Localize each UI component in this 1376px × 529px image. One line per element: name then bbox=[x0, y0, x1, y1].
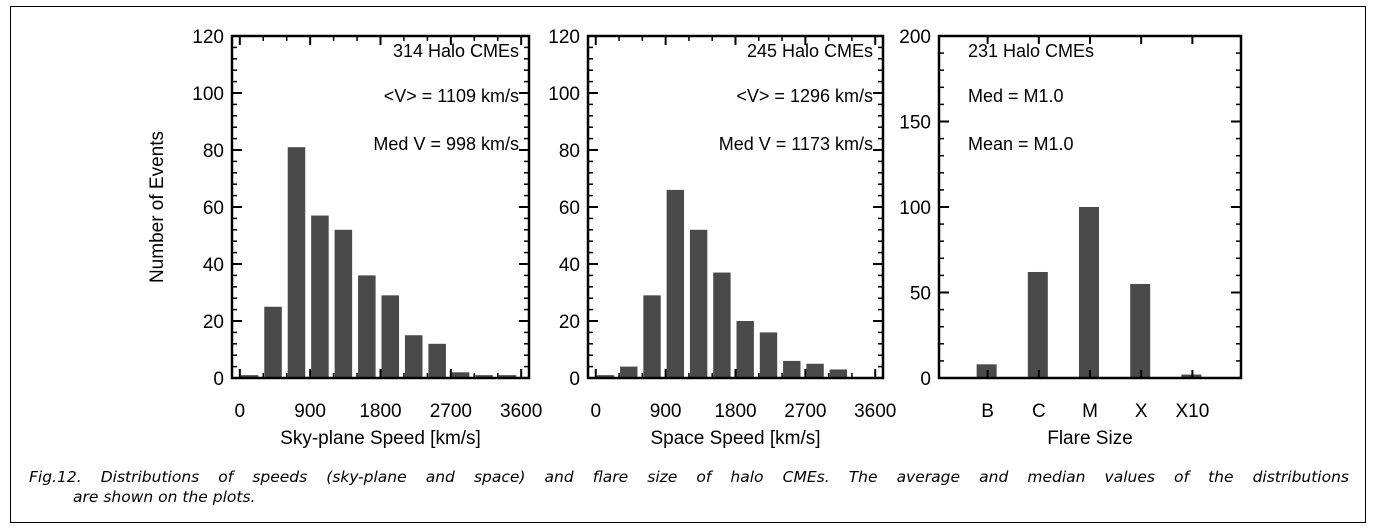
bar bbox=[287, 147, 306, 378]
figure-caption: Fig.12. Distributions of speeds (sky-pla… bbox=[29, 467, 1349, 507]
x-tick-label: 1800 bbox=[714, 401, 756, 422]
annotation: Med = M1.0 bbox=[968, 86, 1064, 106]
x-tick-label: B bbox=[981, 401, 994, 422]
bar bbox=[428, 343, 446, 378]
annotation: 245 Halo CMEs bbox=[747, 41, 873, 61]
x-tick-label: 3600 bbox=[854, 401, 896, 422]
x-tick-label: M bbox=[1082, 401, 1098, 422]
bar bbox=[689, 229, 708, 378]
bar bbox=[381, 295, 400, 378]
bar bbox=[264, 306, 282, 378]
y-tick-label: 40 bbox=[559, 255, 580, 276]
bar bbox=[643, 295, 661, 378]
bar bbox=[783, 360, 801, 378]
y-tick-label: 0 bbox=[213, 369, 224, 390]
x-tick-label: 2700 bbox=[430, 401, 472, 422]
x-tick-label: 0 bbox=[235, 401, 246, 422]
y-tick-label: 60 bbox=[559, 198, 580, 219]
annotation: 231 Halo CMEs bbox=[968, 41, 1094, 61]
y-tick-label: 100 bbox=[899, 198, 931, 219]
y-tick-label: 120 bbox=[548, 27, 580, 48]
bar bbox=[829, 369, 848, 378]
x-tick-label: C bbox=[1032, 401, 1046, 422]
bar bbox=[1027, 271, 1048, 378]
x-tick-label: 900 bbox=[650, 401, 682, 422]
bar bbox=[596, 375, 615, 378]
bar bbox=[451, 372, 470, 378]
x-axis-label: Sky-plane Speed [km/s] bbox=[280, 428, 481, 449]
annotation: Mean = M1.0 bbox=[968, 134, 1074, 154]
panel-space-speed: 0 20 40 60 80 100 120 0 900 1800 2700 3600 Space Spe… bbox=[548, 27, 896, 449]
bar bbox=[806, 363, 824, 378]
y-tick-label: 0 bbox=[920, 369, 931, 390]
bar bbox=[713, 272, 731, 378]
panel-flare-size: 0 50 100 150 200 B C M X X10 Flare Size 231 Halo CM… bbox=[899, 27, 1243, 449]
bar bbox=[311, 215, 329, 378]
caption-line-2: are shown on the plots. bbox=[73, 488, 256, 506]
y-tick-label: 50 bbox=[910, 284, 931, 305]
x-tick-label: X bbox=[1135, 401, 1148, 422]
bar bbox=[334, 229, 353, 378]
bar bbox=[358, 275, 376, 378]
y-tick-label: 200 bbox=[899, 27, 931, 48]
x-tick-label: 900 bbox=[294, 401, 326, 422]
y-tick-label: 150 bbox=[899, 113, 931, 134]
y-axis-label: Number of Events bbox=[147, 131, 168, 283]
x-axis-label: Flare Size bbox=[1047, 428, 1133, 449]
y-tick-label: 80 bbox=[559, 141, 580, 162]
bar bbox=[240, 375, 259, 378]
bar bbox=[404, 335, 423, 378]
figure-frame: 0 20 40 60 80 100 120 0 900 1800 2700 3600 Sky-plane… bbox=[10, 6, 1366, 523]
y-tick-label: 0 bbox=[569, 369, 580, 390]
annotation: Med V = 1173 km/s bbox=[719, 134, 873, 154]
y-tick-label: 80 bbox=[203, 141, 224, 162]
annotation: <V> = 1296 km/s bbox=[736, 86, 873, 106]
x-tick-label: 1800 bbox=[359, 401, 401, 422]
y-tick-label: 100 bbox=[548, 84, 580, 105]
annotation: <V> = 1109 km/s bbox=[384, 86, 519, 106]
caption-line-1: Fig.12. Distributions of speeds (sky-pla… bbox=[29, 468, 1349, 486]
y-tick-label: 40 bbox=[203, 255, 224, 276]
annotation: 314 Halo CMEs bbox=[393, 41, 519, 61]
bar bbox=[475, 375, 493, 378]
bar bbox=[1181, 374, 1202, 378]
y-tick-label: 20 bbox=[203, 312, 224, 333]
bar bbox=[736, 321, 754, 378]
bar bbox=[1079, 207, 1099, 378]
x-tick-label: 3600 bbox=[500, 401, 542, 422]
bar bbox=[498, 375, 517, 378]
bar bbox=[620, 366, 638, 378]
bar bbox=[759, 332, 778, 378]
bar bbox=[1130, 283, 1151, 378]
x-axis-label: Space Speed [km/s] bbox=[650, 428, 820, 449]
bar bbox=[666, 189, 685, 378]
y-tick-label: 100 bbox=[192, 84, 224, 105]
x-tick-label: X10 bbox=[1175, 401, 1209, 422]
annotation: Med V = 998 km/s bbox=[373, 134, 519, 154]
y-tick-label: 20 bbox=[559, 312, 580, 333]
x-tick-label: 2700 bbox=[784, 401, 826, 422]
x-tick-label: 0 bbox=[590, 401, 601, 422]
panel-sky-plane-speed: 0 20 40 60 80 100 120 0 900 1800 2700 3600 Sky-plane… bbox=[147, 27, 542, 449]
y-tick-label: 60 bbox=[203, 198, 224, 219]
y-tick-label: 120 bbox=[192, 27, 224, 48]
chart-figure: 0 20 40 60 80 100 120 0 900 1800 2700 3600 Sky-plane… bbox=[147, 27, 1243, 449]
